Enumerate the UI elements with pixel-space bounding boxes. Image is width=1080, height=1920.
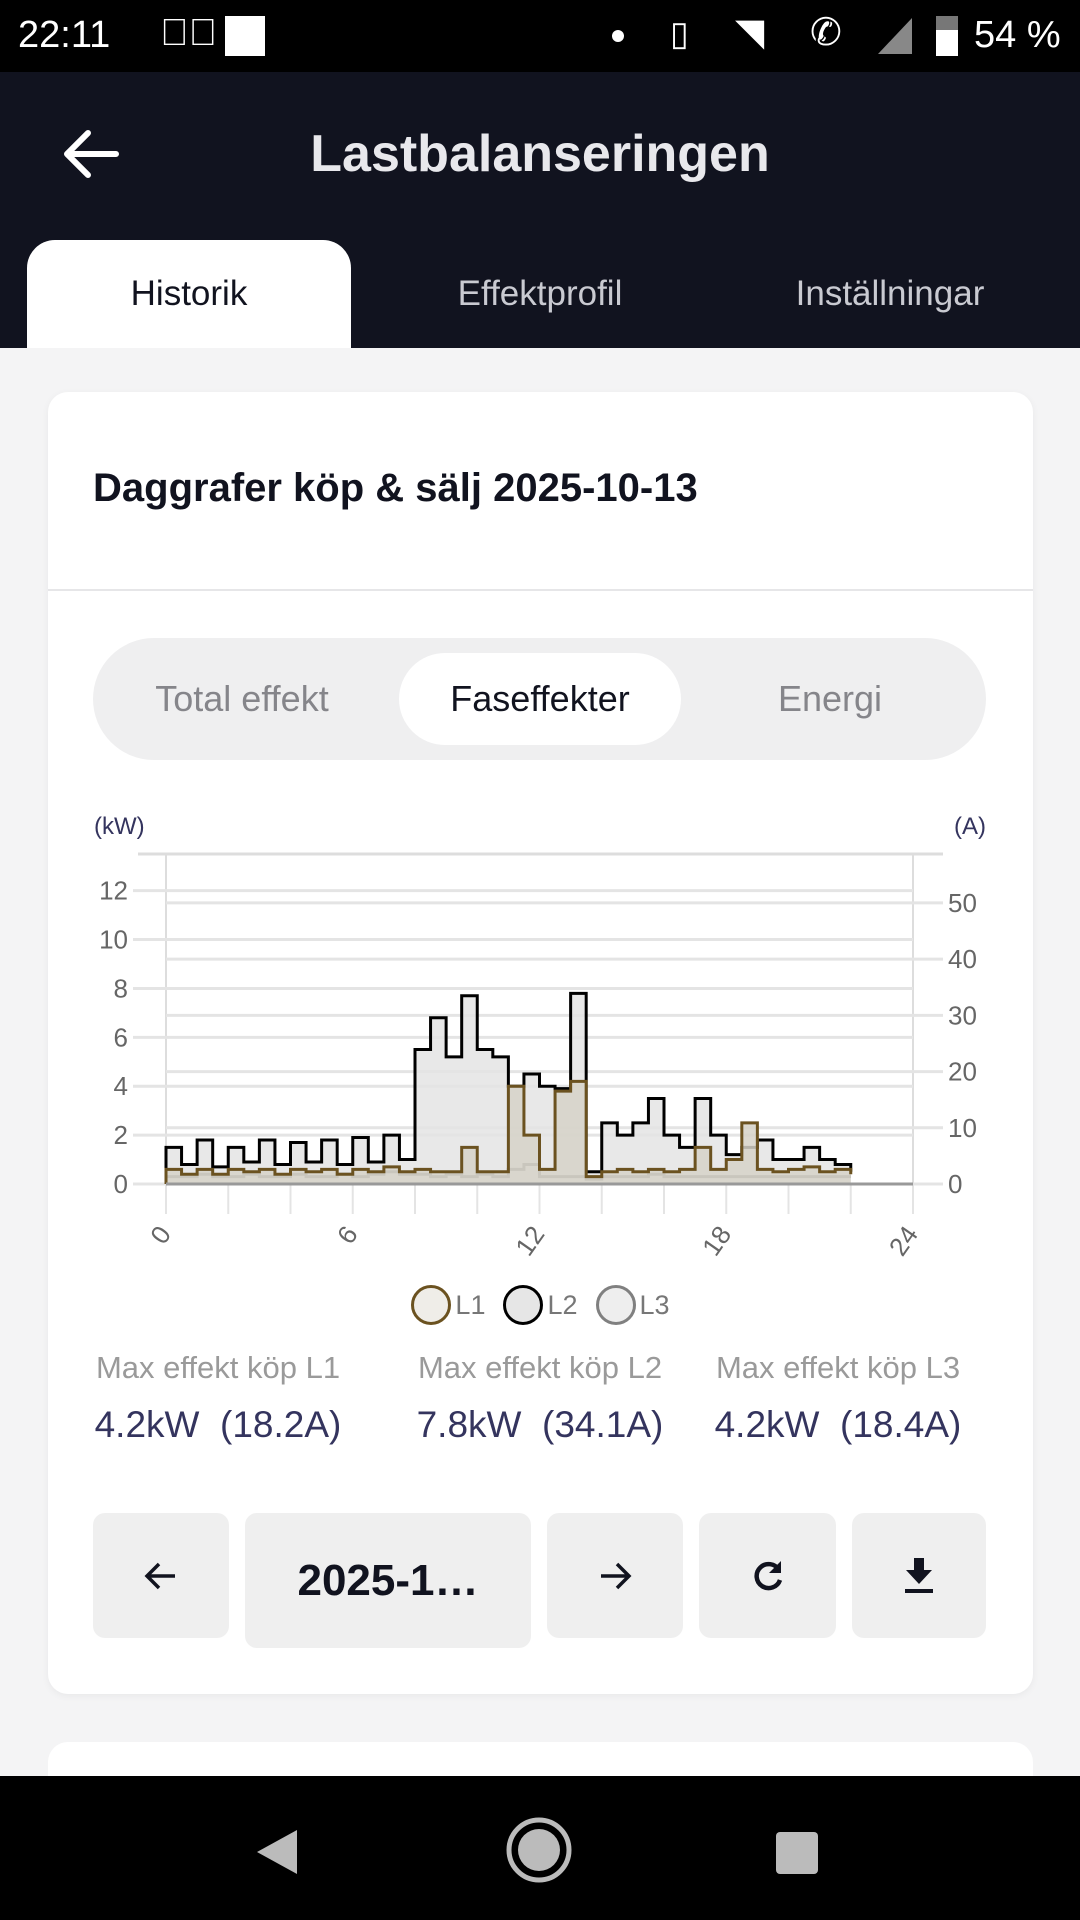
y-tick-left: 0: [114, 1169, 128, 1199]
x-tick: 12: [509, 1220, 550, 1261]
y-axis-left-label: (kW): [94, 813, 145, 840]
y-tick-right: 0: [948, 1169, 962, 1199]
segment-total-effekt[interactable]: Total effekt: [155, 678, 329, 719]
system-nav-bar: [0, 1776, 1080, 1920]
dot-icon: [612, 30, 624, 42]
nav-home-icon[interactable]: [505, 1816, 573, 1884]
app-notification-icon: [225, 16, 265, 56]
stat-max-l2: Max effekt köp L2 7.8kW (34.1A): [390, 1350, 690, 1446]
x-tick: 24: [883, 1220, 924, 1261]
app-header: Lastbalanseringen Historik Effektprofil …: [0, 72, 1080, 348]
tab-installningar[interactable]: Inställningar: [795, 274, 985, 313]
stat-max-l1: Max effekt köp L1 4.2kW (18.2A): [68, 1350, 368, 1446]
stat-label: Max effekt köp L2: [417, 1350, 663, 1385]
x-tick: 18: [696, 1220, 737, 1261]
previous-day-button[interactable]: [93, 1513, 229, 1638]
chart-mode-segmented-control: Total effekt Faseffekter Energi: [93, 638, 986, 760]
y-tick-left: 12: [99, 876, 128, 906]
tab-effektprofil[interactable]: Effektprofil: [457, 274, 623, 313]
next-day-button[interactable]: [547, 1513, 683, 1638]
nav-recents-icon[interactable]: [776, 1832, 818, 1874]
y-tick-right: 30: [948, 1000, 977, 1030]
stat-max-l3: Max effekt köp L3 4.2kW (18.4A): [688, 1350, 988, 1446]
x-tick: 0: [144, 1220, 177, 1249]
tab-historik[interactable]: Historik: [27, 240, 351, 348]
y-tick-right: 50: [948, 888, 977, 918]
y-tick-right: 20: [948, 1057, 977, 1087]
x-tick: 6: [331, 1220, 364, 1249]
legend-item-l1[interactable]: L1: [411, 1285, 485, 1325]
stat-label: Max effekt köp L1: [95, 1350, 341, 1385]
y-axis-right-label: (A): [954, 813, 986, 840]
arrow-left-icon: [144, 1562, 175, 1589]
stat-label: Max effekt köp L3: [715, 1350, 961, 1385]
segment-energi[interactable]: Energi: [777, 678, 883, 719]
line-l2: [164, 991, 853, 1184]
y-tick-right: 10: [948, 1113, 977, 1143]
stat-value: 4.2kW (18.2A): [94, 1404, 342, 1445]
wifi-icon: ◥: [735, 12, 765, 54]
y-tick-left: 4: [114, 1071, 128, 1101]
back-arrow-icon[interactable]: [62, 129, 120, 179]
segment-faseffekter[interactable]: Faseffekter: [399, 653, 681, 745]
y-tick-left: 10: [99, 925, 128, 955]
download-button[interactable]: [852, 1513, 986, 1638]
legend-item-l3[interactable]: L3: [595, 1285, 670, 1325]
call-icon: ✆: [810, 12, 842, 54]
signal-icon: [878, 18, 912, 54]
refresh-button[interactable]: [699, 1513, 836, 1638]
refresh-icon: [753, 1560, 782, 1590]
legend-label: L3: [639, 1289, 670, 1320]
status-bar: 22:11 ✓⃝ ▯ ◥ ✆ 54 %: [0, 0, 1080, 72]
legend-label: L2: [547, 1289, 578, 1320]
battery-icon: [936, 16, 958, 56]
stat-value: 4.2kW (18.4A): [714, 1404, 962, 1445]
y-tick-left: 2: [114, 1120, 128, 1150]
check-icon: ✓⃝: [160, 12, 217, 54]
chart-legend: L1 L2 L3: [48, 1285, 1033, 1325]
line-l1: [164, 1079, 853, 1184]
vibrate-icon: ▯: [670, 15, 689, 53]
date-picker-button[interactable]: 2025-1…: [245, 1513, 531, 1648]
arrow-right-icon: [601, 1562, 632, 1589]
divider: [48, 589, 1033, 591]
card-title: Daggrafer köp & sälj 2025-10-13: [93, 466, 698, 510]
y-tick-left: 8: [114, 973, 128, 1003]
stat-value: 7.8kW (34.1A): [416, 1404, 664, 1445]
nav-back-icon[interactable]: [255, 1828, 299, 1876]
legend-label: L1: [455, 1289, 486, 1320]
y-tick-right: 40: [948, 944, 977, 974]
y-tick-left: 6: [114, 1022, 128, 1052]
battery-percent: 54 %: [974, 14, 1061, 56]
page-title: Lastbalanseringen: [310, 125, 770, 183]
status-time: 22:11: [18, 14, 111, 56]
legend-item-l2[interactable]: L2: [503, 1285, 578, 1325]
download-icon: [905, 1557, 933, 1593]
day-graph-card: Daggrafer köp & sälj 2025-10-13 Total ef…: [48, 392, 1033, 1694]
